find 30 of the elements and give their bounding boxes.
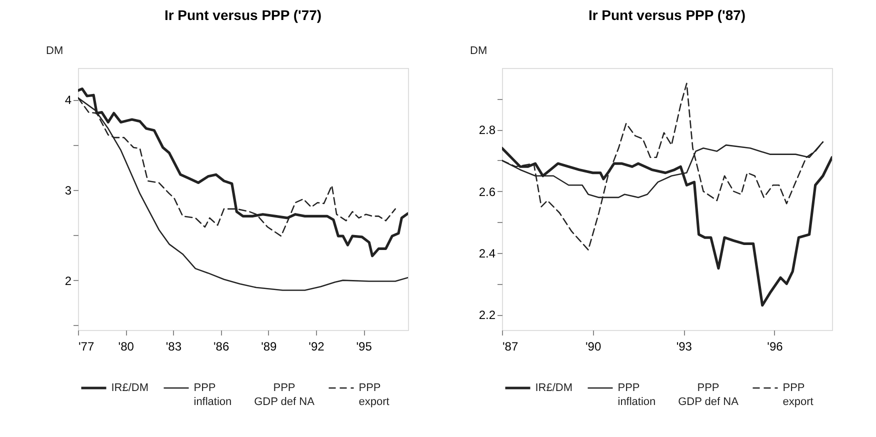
x-tick-label: '86 xyxy=(213,340,230,354)
text: PPP GDP def NA xyxy=(254,382,316,408)
y-tick-label: 2 xyxy=(64,274,72,288)
legend-label: PPP inflation xyxy=(618,382,656,408)
y-axis-title: DM xyxy=(470,45,488,57)
legend-label: PPP inflation xyxy=(194,382,232,408)
legend-label: PPP export xyxy=(782,382,814,408)
legend-label: IR£/DM xyxy=(111,382,149,394)
x-tick-label: '92 xyxy=(308,340,325,354)
y-tick-label: 2.6 xyxy=(478,184,496,199)
y-tick-label: 2.2 xyxy=(478,308,496,322)
y-axis-title: DM xyxy=(46,45,64,57)
legend-label: IR£/DM xyxy=(535,382,573,394)
y-tick-label: 3 xyxy=(64,183,72,198)
x-tick-label: '90 xyxy=(586,340,602,354)
legend-label: PPP export xyxy=(358,382,390,408)
x-tick-label: '83 xyxy=(166,340,182,354)
chart-title: Ir Punt versus PPP ('77) xyxy=(164,7,322,23)
y-tick-label: 2.8 xyxy=(478,123,496,138)
chart-title: Ir Punt versus PPP ('87) xyxy=(588,7,746,23)
x-tick-label: '87 xyxy=(502,340,518,354)
y-tick-label: 2.4 xyxy=(478,246,496,260)
text: PPP GDP def NA xyxy=(678,382,740,408)
x-tick-label: '96 xyxy=(767,340,784,354)
x-tick-label: '80 xyxy=(118,340,134,354)
x-tick-label: '89 xyxy=(261,340,278,354)
y-tick-label: 4 xyxy=(64,93,72,108)
x-tick-label: '93 xyxy=(676,340,692,354)
x-tick-label: '77 xyxy=(78,340,94,354)
x-tick-label: '95 xyxy=(356,340,372,354)
